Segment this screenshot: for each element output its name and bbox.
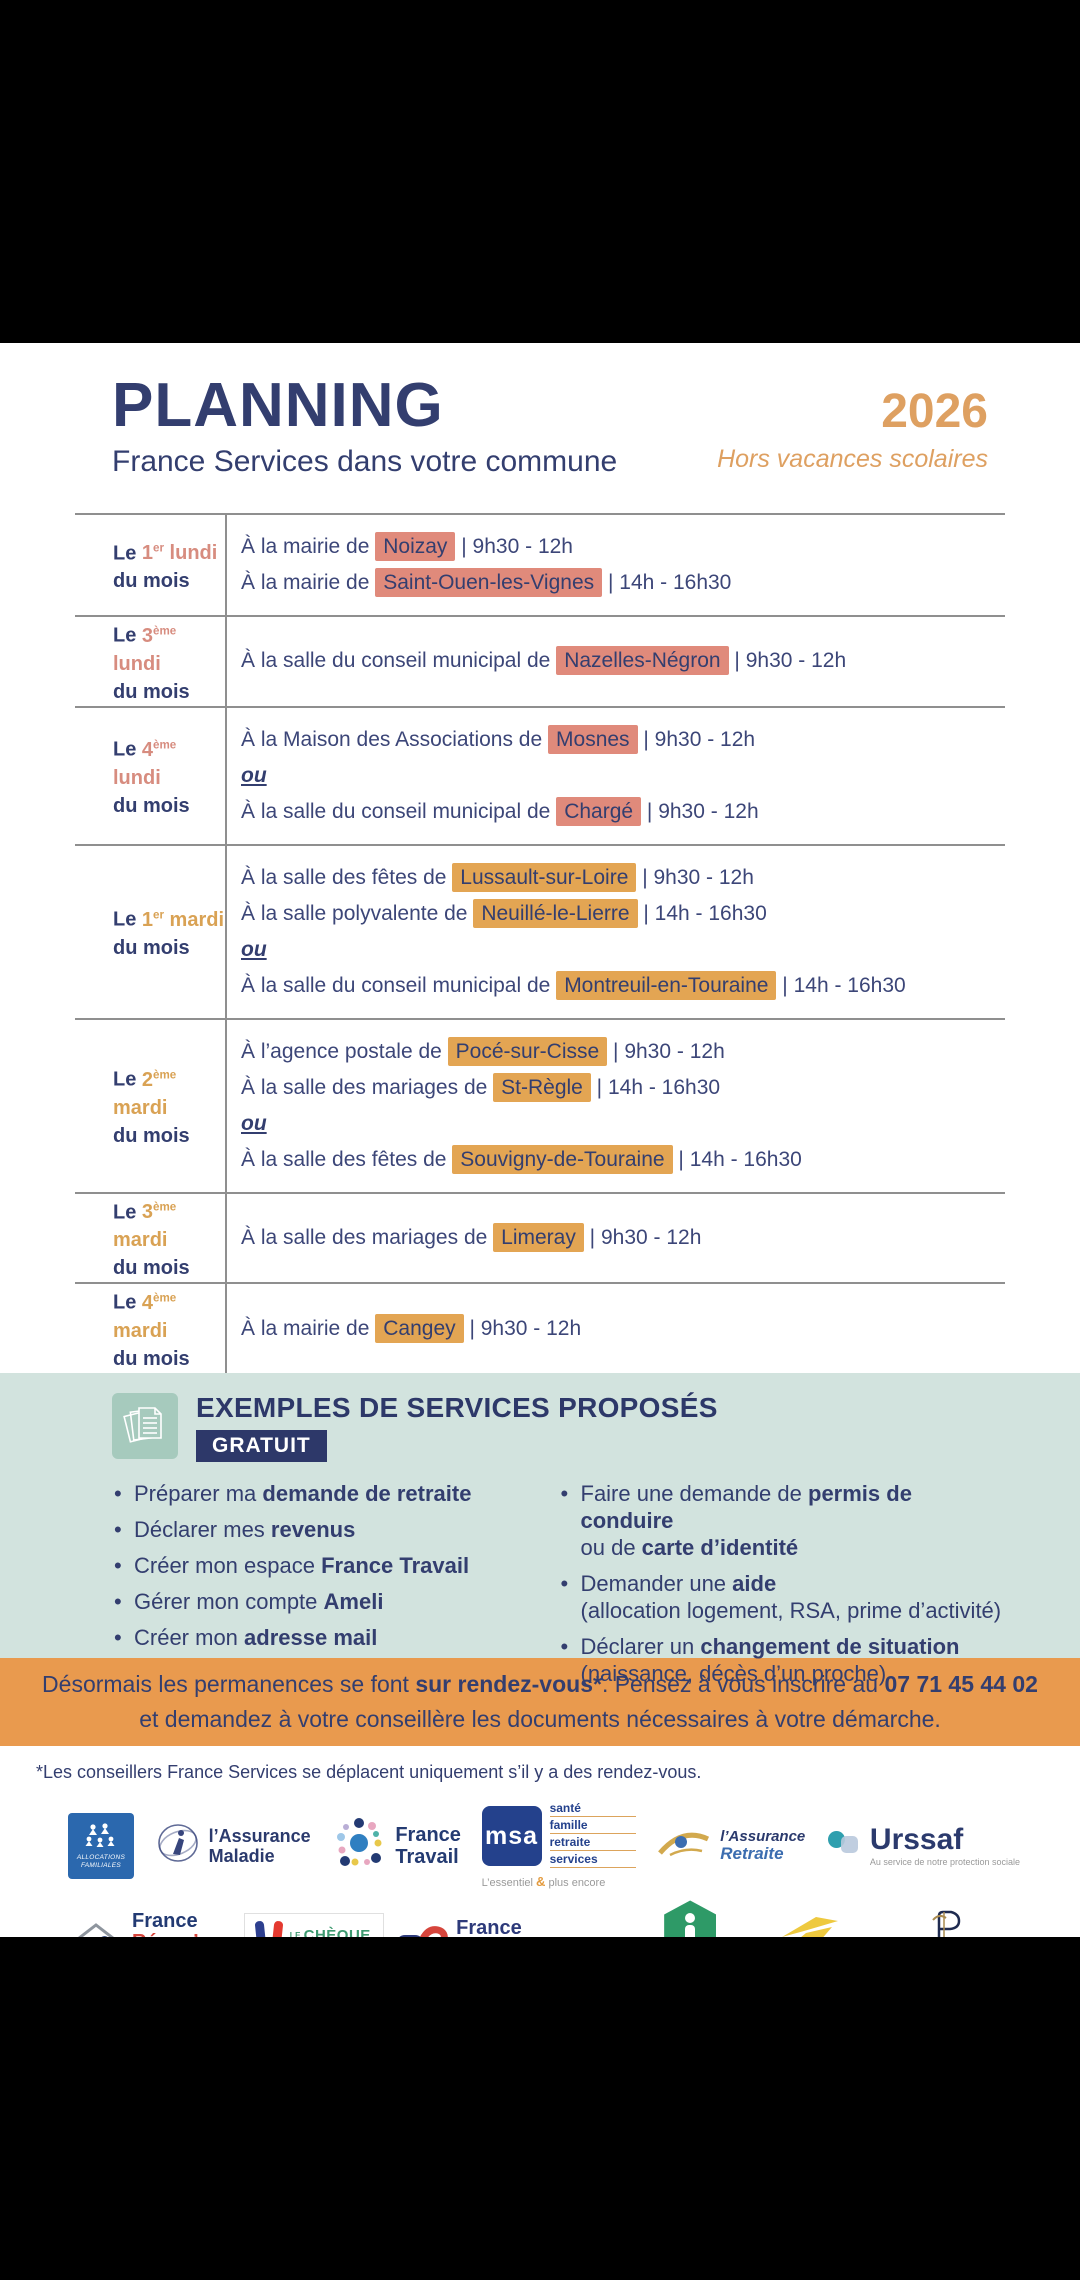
place-highlight: Mosnes [548,724,638,754]
schedule-entry: À la mairie de Cangey | 9h30 - 12h [241,1311,1005,1347]
place-highlight: Saint-Ouen-les-Vignes [375,568,603,597]
schedule-table: Le 1er lundi du mois À la mairie de Noiz… [75,513,1005,1373]
schedule-entry: À la salle des fêtes de Souvigny-de-Tour… [241,1142,1005,1178]
france-renov-house-icon [68,1920,124,1937]
schedule-entry: À la Maison des Associations de Mosnes |… [241,722,1005,758]
place-highlight: St-Règle [493,1072,591,1102]
schedule-row: Le 3ème mardi du mois À la salle des mar… [75,1194,1005,1285]
service-item: Déclarer un changement de situation(nais… [559,1633,1006,1687]
logo-france-titres: France Titres AGENCE NATIONALE DES TITRE… [394,1917,623,1937]
schedule-row: Le 1er mardi du mois À la salle des fête… [75,846,1005,1020]
assurance-maladie-icon [155,1820,201,1871]
cheque-energie-red-bar [269,1920,284,1937]
la-poste-bird-icon [780,1913,840,1937]
service-item: Créer mon adresse mail [112,1624,559,1651]
logo-assurance-maladie: l’Assurance Maladie [155,1820,311,1871]
logo-row-1: ALLOCATIONS FAMILIALES [68,1797,1020,1895]
finances-publiques-monogram-icon [929,1910,963,1937]
service-item: Déclarer mes revenus [112,1516,559,1543]
or-label: ou [241,937,267,961]
schedule-entry: À la salle du conseil municipal de Montr… [241,968,1005,1004]
place-highlight: Cangey [375,1313,464,1343]
schedule-entry: À la salle polyvalente de Neuillé-le-Lie… [241,896,1005,932]
page-subtitle: France Services dans votre commune [112,445,618,478]
logo-urssaf: Urssaf Au service de notre protection so… [826,1824,1020,1867]
schedule-row: Le 1er lundi du mois À la mairie de Noiz… [75,515,1005,617]
partner-logos: ALLOCATIONS FAMILIALES [0,1783,1080,1937]
place-highlight: Limeray [493,1222,584,1252]
logo-france-renov: France Rénov’ Le service public pour mie… [68,1910,233,1937]
schedule-day-label: Le 4ème lundi du mois [113,738,190,817]
schedule-day-label: Le 1er mardi du mois [113,908,225,959]
services-right-list: Faire une demande de permis de conduireo… [559,1480,1006,1696]
france-travail-dots-icon [331,1815,387,1876]
services-heading: EXEMPLES DE SERVICES PROPOSÉS [196,1391,718,1423]
schedule-entry: À la salle des mariages de Limeray | 9h3… [241,1220,1005,1256]
place-highlight: Lussault-sur-Loire [452,862,637,892]
france-titres-icon [394,1921,448,1937]
schedule-row: Le 3ème lundi du mois À la salle du cons… [75,617,1005,708]
logo-caf-allocations-familiales: ALLOCATIONS FAMILIALES [68,1812,134,1879]
or-label: ou [241,763,267,787]
services-left-list: Préparer ma demande de retraite Déclarer… [112,1480,559,1696]
schedule-entry: À l’agence postale de Pocé-sur-Cisse | 9… [241,1034,1005,1070]
schedule-entry: À la salle du conseil municipal de Charg… [241,794,1005,830]
point-justice-hexagon-icon [664,1900,717,1937]
schedule-entry: À la salle des fêtes de Lussault-sur-Loi… [241,860,1005,896]
page-title: PLANNING [112,371,444,440]
logo-row-2: France Rénov’ Le service public pour mie… [68,1895,1020,1937]
year-label: 2026 [881,385,988,438]
service-item: Créer mon espace France Travail [112,1552,559,1579]
year-note: Hors vacances scolaires [717,445,988,473]
place-highlight: Montreuil-en-Touraine [556,970,777,1000]
schedule-row: Le 4ème mardi du mois À la mairie de Can… [75,1284,1005,1373]
logo-point-justice: point-justice informer, orienter, aider [634,1900,747,1937]
schedule-day-label: Le 2ème mardi du mois [113,1068,190,1147]
msa-icon: msa [481,1806,542,1867]
logo-finances-publiques: FINANCES PUBLIQUES [873,1910,1020,1937]
logo-msa: msa santé famille retraite services L’es… [481,1802,636,1889]
place-highlight: Neuillé-le-Lierre [473,898,638,928]
year-block: 2026 Hors vacances scolaires [717,387,988,474]
logo-france-travail: France Travail [331,1815,461,1876]
service-item: Faire une demande de permis de conduireo… [559,1480,1006,1561]
services-section: EXEMPLES DE SERVICES PROPOSÉS GRATUIT Pr… [0,1372,1080,1686]
urssaf-icon [826,1829,862,1862]
schedule-entry: À la mairie de Saint-Ouen-les-Vignes | 1… [241,565,1005,601]
documents-icon [112,1392,178,1459]
schedule-entry: À la salle des mariages de St-Règle | 14… [241,1070,1005,1106]
place-highlight: Nazelles-Négron [556,646,729,676]
place-highlight: Pocé-sur-Cisse [447,1036,608,1066]
cheque-energie-blue-bar [254,1920,269,1937]
service-item: Gérer mon compte Ameli [112,1588,559,1615]
schedule-day-label: Le 1er lundi du mois [113,541,218,593]
schedule-day-label: Le 3ème mardi du mois [113,1200,190,1280]
assurance-retraite-swoosh-icon [656,1827,712,1864]
service-item: Préparer ma demande de retraite [112,1480,559,1507]
service-item: Demander une aide(allocation logement, R… [559,1570,1006,1624]
logo-la-poste: LA POSTE [757,1913,862,1937]
schedule-entry: À la salle du conseil municipal de Nazel… [241,643,1005,679]
footnote: *Les conseillers France Services se dépl… [36,1761,702,1782]
caf-family-icon: ALLOCATIONS FAMILIALES [68,1812,134,1879]
schedule-row: Le 2ème mardi du mois À l’agence postale… [75,1020,1005,1194]
logo-assurance-retraite: l’Assurance Retraite [656,1827,805,1864]
logo-cheque-energie: LE CHÈQUE ÉNERGIE € [243,1912,384,1937]
place-highlight: Souvigny-de-Touraine [452,1144,673,1174]
poster-header: PLANNING France Services dans votre comm… [0,343,1080,493]
planning-poster: PLANNING France Services dans votre comm… [0,343,1080,1937]
schedule-day-label: Le 4ème mardi du mois [113,1291,190,1370]
or-label: ou [241,1111,267,1135]
schedule-entry: À la mairie de Noizay | 9h30 - 12h [241,529,1005,565]
place-highlight: Noizay [375,532,456,561]
gratuit-badge: GRATUIT [196,1429,327,1462]
place-highlight: Chargé [556,796,642,826]
schedule-row: Le 4ème lundi du mois À la Maison des As… [75,708,1005,846]
schedule-day-label: Le 3ème lundi du mois [113,624,190,703]
